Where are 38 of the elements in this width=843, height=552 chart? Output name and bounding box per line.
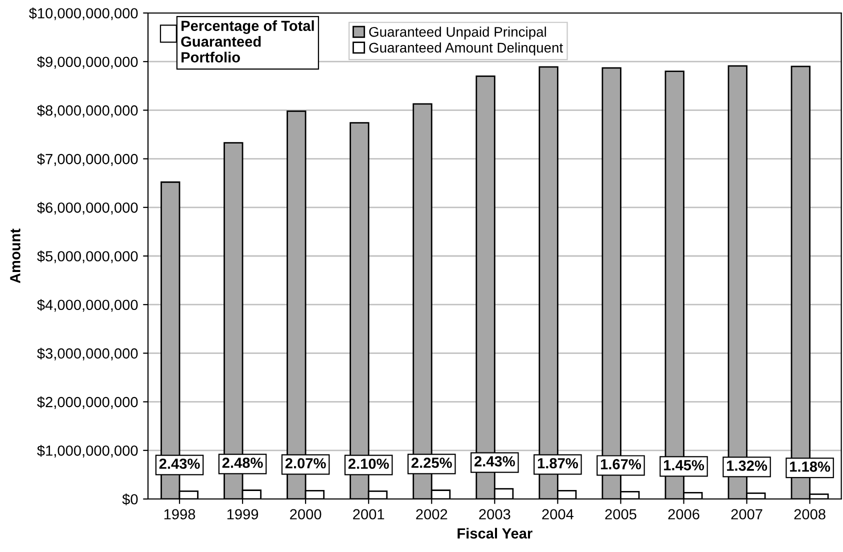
x-tick-label: 2001 bbox=[353, 509, 384, 520]
legend-label: Guaranteed Amount Delinquent bbox=[369, 42, 563, 56]
x-tick-label: 2004 bbox=[542, 509, 574, 520]
annotation: 2.25% bbox=[411, 458, 452, 468]
y-tick-label: $9,000,000,000 bbox=[37, 56, 138, 69]
y-tick-label: $8,000,000,000 bbox=[37, 104, 138, 118]
annotation: 2.43% bbox=[159, 458, 200, 469]
x-tick-label: 2008 bbox=[794, 509, 826, 520]
x-tick-label: 2007 bbox=[731, 509, 762, 520]
x-axis-title: Fiscal Year bbox=[458, 528, 532, 539]
y-tick-label: $4,000,000,000 bbox=[37, 299, 138, 312]
y-tick-label: $6,000,000,000 bbox=[37, 202, 138, 215]
x-tick-label: 2006 bbox=[668, 509, 700, 520]
y-tick-label: $2,000,000,000 bbox=[37, 396, 138, 409]
annotation: 2.43% bbox=[474, 456, 515, 466]
annotation: Percentage of Total Guaranteed Portfolio bbox=[181, 20, 314, 62]
x-tick-label: 2005 bbox=[605, 509, 636, 520]
y-tick-label: $10,000,000,000 bbox=[28, 7, 138, 20]
x-tick-label: 2003 bbox=[479, 509, 510, 520]
annotation: 1.45% bbox=[664, 460, 704, 470]
x-tick-label: 1999 bbox=[227, 509, 258, 520]
annotation: 1.67% bbox=[600, 459, 642, 470]
y-tick-label: $5,000,000,000 bbox=[37, 250, 138, 264]
y-tick-label: $1,000,000,000 bbox=[37, 444, 138, 458]
x-tick-label: 1998 bbox=[164, 509, 196, 520]
y-axis-title: Amount bbox=[10, 228, 20, 284]
y-tick-label: $0 bbox=[122, 493, 138, 506]
annotation: 2.07% bbox=[285, 458, 326, 468]
y-tick-label: $7,000,000,000 bbox=[37, 153, 138, 166]
annotation: 2.48% bbox=[222, 458, 263, 468]
legend-label: Guaranteed Unpaid Principal bbox=[369, 26, 546, 40]
x-tick-label: 2000 bbox=[290, 509, 322, 520]
annotation: 2.10% bbox=[348, 458, 389, 469]
y-tick-label: $3,000,000,000 bbox=[37, 348, 138, 360]
annotation: 1.32% bbox=[727, 460, 768, 471]
annotation: 1.87% bbox=[538, 458, 578, 468]
annotation: 1.18% bbox=[790, 461, 830, 472]
x-tick-label: 2002 bbox=[416, 509, 448, 520]
